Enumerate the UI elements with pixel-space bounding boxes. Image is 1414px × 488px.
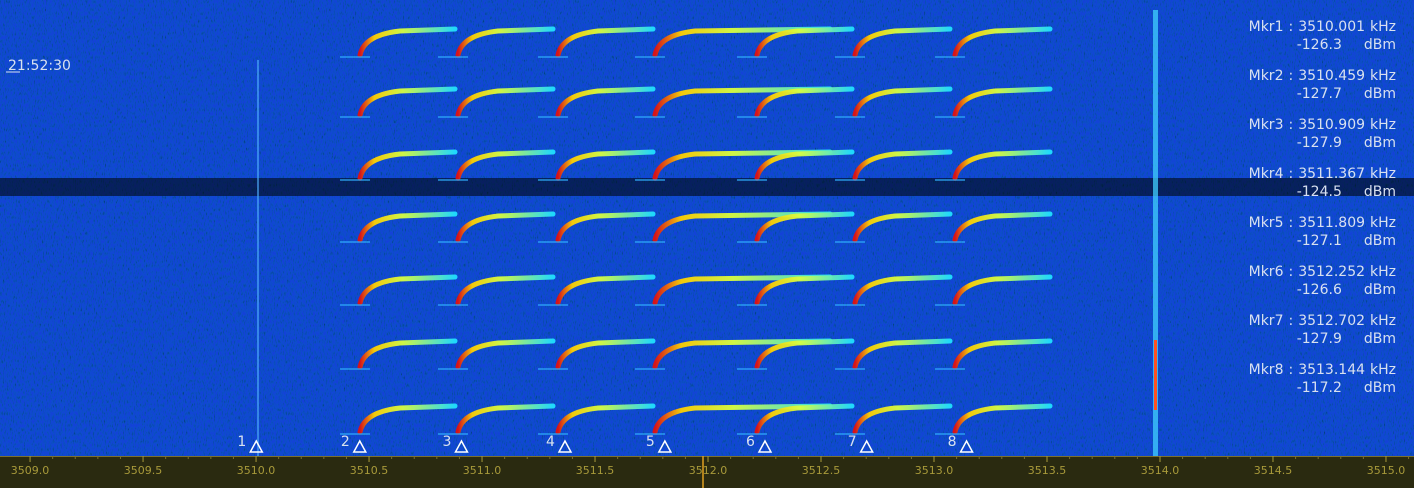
marker-frequency: Mkr4:3511.367 kHz bbox=[1249, 166, 1396, 182]
marker-number: 5 bbox=[646, 434, 655, 450]
marker-frequency: 3510.459 bbox=[1298, 68, 1365, 84]
marker-level-unit: dBm bbox=[1364, 282, 1396, 298]
marker-frequency: 3512.252 bbox=[1298, 264, 1365, 280]
marker-separator: : bbox=[1288, 68, 1293, 84]
marker-level-value: -117.2 bbox=[1297, 380, 1342, 396]
marker-frequency-unit: kHz bbox=[1370, 19, 1396, 35]
marker-separator: : bbox=[1288, 215, 1293, 231]
timestamp: 21:52:30 bbox=[8, 58, 71, 74]
tick-label: 3514.0 bbox=[1141, 464, 1180, 477]
marker-frequency-unit: kHz bbox=[1370, 117, 1396, 133]
marker-frequency-unit: kHz bbox=[1370, 313, 1396, 329]
marker-frequency: 3513.144 bbox=[1298, 362, 1365, 378]
marker-frequency: Mkr7:3512.702 kHz bbox=[1249, 313, 1396, 329]
marker-name: Mkr4 bbox=[1249, 166, 1284, 182]
tick-label: 3512.0 bbox=[689, 464, 728, 477]
marker-number: 8 bbox=[948, 434, 957, 450]
marker-level-unit: dBm bbox=[1364, 86, 1396, 102]
marker-level-unit: dBm bbox=[1364, 233, 1396, 249]
marker-frequency: Mkr3:3510.909 kHz bbox=[1249, 117, 1396, 133]
marker-level-value: -126.3 bbox=[1297, 37, 1342, 53]
marker-level-unit: dBm bbox=[1364, 135, 1396, 151]
marker-frequency-unit: kHz bbox=[1370, 362, 1396, 378]
marker-frequency: Mkr5:3511.809 kHz bbox=[1249, 215, 1396, 231]
marker-frequency-unit: kHz bbox=[1370, 264, 1396, 280]
marker-name: Mkr8 bbox=[1249, 362, 1284, 378]
tick-label: 3513.0 bbox=[915, 464, 954, 477]
marker-frequency: 3512.702 bbox=[1298, 313, 1365, 329]
marker-level-unit: dBm bbox=[1364, 37, 1396, 53]
tick-label: 3509.5 bbox=[124, 464, 163, 477]
marker-frequency: Mkr2:3510.459 kHz bbox=[1249, 68, 1396, 84]
tick-label: 3511.0 bbox=[463, 464, 502, 477]
marker-frequency: Mkr6:3512.252 kHz bbox=[1249, 264, 1396, 280]
marker-frequency: Mkr8:3513.144 kHz bbox=[1249, 362, 1396, 378]
tick-label: 3513.5 bbox=[1028, 464, 1067, 477]
tick-label: 3512.5 bbox=[802, 464, 841, 477]
waterfall-view: 21:52:30 3509.0 3509.5 3510.0 3510.5 3511.0 3… bbox=[0, 0, 1414, 488]
tick-label: 3514.5 bbox=[1254, 464, 1293, 477]
marker-level-unit: dBm bbox=[1364, 380, 1396, 396]
carrier-core bbox=[1154, 340, 1157, 410]
waterfall-noise bbox=[0, 0, 1414, 456]
marker-separator: : bbox=[1288, 19, 1293, 35]
marker-separator: : bbox=[1288, 166, 1293, 182]
marker-frequency: 3510.909 bbox=[1298, 117, 1365, 133]
marker-level-unit: dBm bbox=[1364, 331, 1396, 347]
marker-name: Mkr6 bbox=[1249, 264, 1284, 280]
marker-level-value: -127.9 bbox=[1297, 135, 1342, 151]
marker-number: 2 bbox=[341, 434, 350, 450]
marker-level-value: -126.6 bbox=[1297, 282, 1342, 298]
marker-frequency-unit: kHz bbox=[1370, 166, 1396, 182]
fade-band bbox=[0, 178, 1414, 196]
marker-separator: : bbox=[1288, 117, 1293, 133]
marker-frequency: 3511.367 bbox=[1298, 166, 1365, 182]
tick-label: 3511.5 bbox=[576, 464, 615, 477]
tick-label: 3510.5 bbox=[350, 464, 389, 477]
marker-frequency-unit: kHz bbox=[1370, 215, 1396, 231]
marker-frequency: Mkr1:3510.001 kHz bbox=[1249, 19, 1396, 35]
marker-level-unit: dBm bbox=[1364, 184, 1396, 200]
tick-label: 3515.0 bbox=[1367, 464, 1406, 477]
marker-separator: : bbox=[1288, 313, 1293, 329]
marker-name: Mkr7 bbox=[1249, 313, 1284, 329]
marker-level-value: -124.5 bbox=[1297, 184, 1342, 200]
marker-number: 3 bbox=[443, 434, 452, 450]
marker-level-value: -127.7 bbox=[1297, 86, 1342, 102]
tick-label: 3509.0 bbox=[11, 464, 50, 477]
marker-name: Mkr1 bbox=[1249, 19, 1284, 35]
marker-level-value: -127.9 bbox=[1297, 331, 1342, 347]
tick-label: 3510.0 bbox=[237, 464, 276, 477]
marker-frequency: 3510.001 bbox=[1298, 19, 1365, 35]
marker-name: Mkr5 bbox=[1249, 215, 1284, 231]
marker-level-value: -127.1 bbox=[1297, 233, 1342, 249]
marker-name: Mkr3 bbox=[1249, 117, 1284, 133]
marker-number: 1 bbox=[237, 434, 246, 450]
marker-name: Mkr2 bbox=[1249, 68, 1284, 84]
marker-number: 7 bbox=[848, 434, 857, 450]
marker-frequency-unit: kHz bbox=[1370, 68, 1396, 84]
marker-number: 6 bbox=[746, 434, 755, 450]
marker-frequency: 3511.809 bbox=[1298, 215, 1365, 231]
marker-separator: : bbox=[1288, 264, 1293, 280]
marker-separator: : bbox=[1288, 362, 1293, 378]
marker-number: 4 bbox=[546, 434, 555, 450]
